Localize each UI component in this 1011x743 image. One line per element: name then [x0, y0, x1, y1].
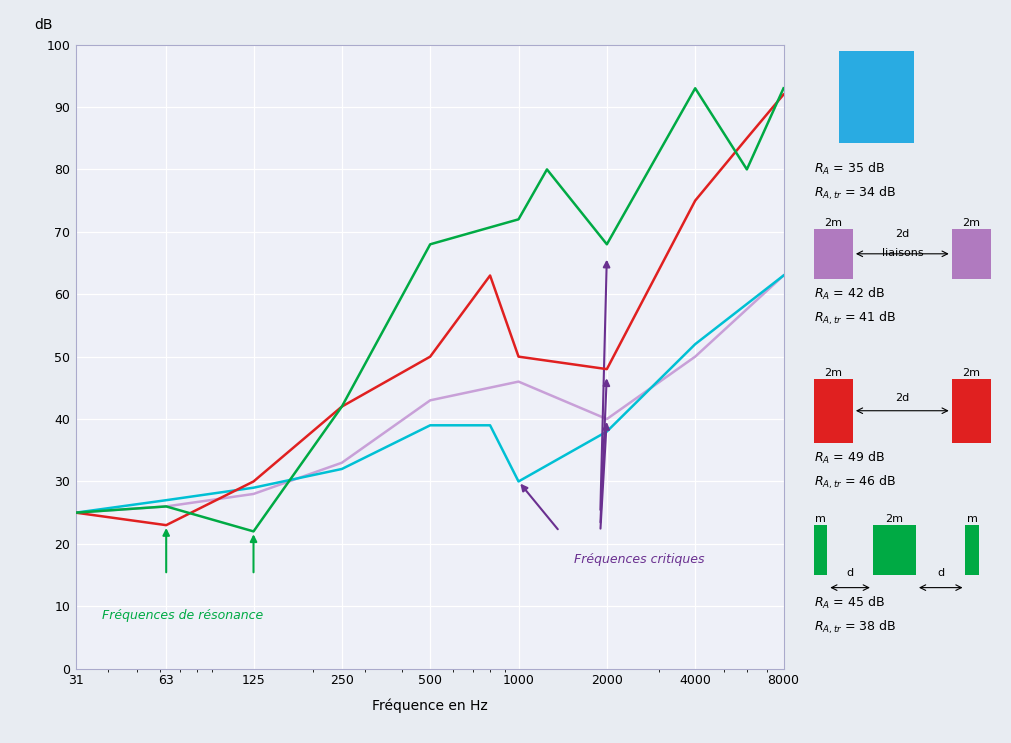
Text: $R_A$ = 45 dB: $R_A$ = 45 dB	[814, 594, 885, 611]
Text: 2m: 2m	[962, 218, 981, 228]
Bar	[951, 379, 991, 443]
Text: $R_{A,tr}$ = 34 dB: $R_{A,tr}$ = 34 dB	[814, 184, 896, 202]
Text: 2d: 2d	[895, 393, 910, 403]
Text: 2d: 2d	[895, 229, 910, 239]
Text: 2m: 2m	[824, 368, 842, 378]
Bar	[839, 51, 914, 143]
Y-axis label: dB: dB	[34, 18, 54, 32]
X-axis label: Fréquence en Hz: Fréquence en Hz	[372, 698, 487, 713]
Bar	[814, 525, 827, 575]
Text: d: d	[846, 568, 853, 577]
Bar	[814, 379, 853, 443]
Text: $R_A$ = 42 dB: $R_A$ = 42 dB	[814, 286, 885, 302]
Text: m: m	[815, 514, 826, 524]
Text: 2m: 2m	[824, 218, 842, 228]
Text: Fréquences critiques: Fréquences critiques	[574, 553, 705, 565]
Text: 2m: 2m	[886, 514, 904, 524]
Text: $R_{A,tr}$ = 38 dB: $R_{A,tr}$ = 38 dB	[814, 618, 896, 636]
Text: d: d	[937, 568, 944, 577]
Bar	[966, 525, 980, 575]
Text: $R_{A,tr}$ = 46 dB: $R_{A,tr}$ = 46 dB	[814, 473, 896, 491]
Text: Fréquences de résonance: Fréquences de résonance	[102, 609, 263, 622]
Text: $R_A$ = 49 dB: $R_A$ = 49 dB	[814, 450, 885, 466]
Text: m: m	[967, 514, 978, 524]
Text: $R_{A,tr}$ = 41 dB: $R_{A,tr}$ = 41 dB	[814, 309, 896, 327]
Bar	[951, 229, 991, 279]
Bar	[814, 229, 853, 279]
Text: $R_A$ = 35 dB: $R_A$ = 35 dB	[814, 161, 885, 177]
Text: 2m: 2m	[962, 368, 981, 378]
Bar	[872, 525, 916, 575]
Text: liaisons: liaisons	[882, 248, 923, 258]
